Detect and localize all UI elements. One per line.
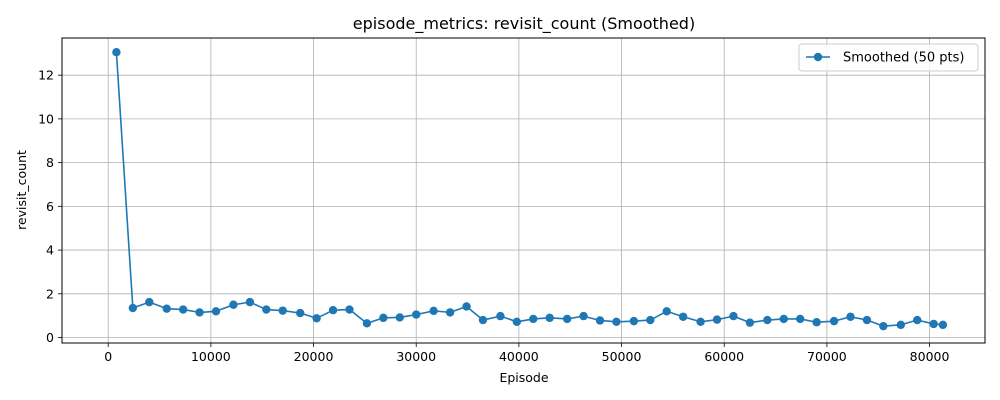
data-point	[779, 314, 788, 324]
data-point	[395, 313, 404, 322]
x-tick-label: 70000	[807, 349, 847, 364]
data-point	[545, 313, 554, 323]
series	[112, 48, 948, 331]
x-tick-label: 40000	[499, 349, 539, 364]
data-point	[412, 310, 421, 319]
data-point	[478, 315, 488, 325]
data-point	[846, 312, 855, 321]
data-point	[328, 306, 338, 315]
y-tick-label: 12	[38, 68, 54, 83]
x-tick-label: 80000	[910, 349, 950, 364]
data-point	[445, 308, 455, 317]
data-point	[512, 317, 522, 326]
legend-box	[798, 43, 979, 72]
data-point	[662, 307, 671, 316]
y-tick-label: 8	[46, 155, 54, 170]
data-point	[913, 315, 922, 325]
y-tick-label: 4	[46, 243, 54, 258]
data-point	[312, 314, 321, 323]
data-point	[879, 321, 888, 331]
data-point	[712, 315, 722, 324]
data-point	[812, 318, 821, 327]
legend-marker-swatch	[813, 52, 823, 62]
y-tick-label: 2	[46, 286, 54, 301]
data-point	[379, 313, 388, 323]
x-tick-label: 20000	[294, 349, 334, 364]
x-axis-label: Episode	[499, 370, 548, 385]
data-point	[145, 297, 154, 307]
data-point	[696, 317, 705, 326]
x-tick-label: 60000	[704, 349, 744, 364]
data-point	[595, 316, 605, 325]
legend: Smoothed (50 pts)	[798, 43, 979, 72]
axis-ticks: 0 10000 20000 30000 40000 50000 60000 70000 8000…	[38, 68, 949, 364]
data-point	[795, 314, 805, 324]
data-point	[345, 305, 354, 314]
data-point	[195, 308, 204, 317]
data-point	[462, 302, 471, 311]
grid	[62, 38, 985, 343]
legend-label: Smoothed (50 pts)	[843, 51, 964, 66]
data-point	[729, 311, 738, 321]
data-point	[245, 297, 255, 307]
data-point	[496, 311, 505, 321]
x-tick-label: 0	[104, 349, 112, 364]
data-point	[629, 316, 639, 326]
chart-title: episode_metrics: revisit_count (Smoothed…	[353, 14, 695, 34]
data-point	[938, 320, 948, 330]
data-point	[862, 315, 872, 325]
data-point	[562, 314, 572, 324]
data-point	[929, 319, 938, 329]
data-point	[678, 312, 688, 321]
x-tick-label: 30000	[396, 349, 436, 364]
data-point	[529, 314, 538, 324]
data-point	[112, 48, 121, 57]
data-point	[162, 304, 171, 313]
y-tick-label: 10	[38, 111, 54, 126]
data-point	[229, 300, 238, 309]
plot-frame	[61, 37, 986, 344]
data-point	[178, 305, 188, 314]
data-point	[829, 316, 839, 326]
data-point	[362, 319, 372, 328]
y-axis-label: revisit_count	[14, 150, 29, 230]
y-tick-label: 6	[46, 199, 54, 214]
y-tick-label: 0	[46, 330, 54, 345]
data-point	[128, 303, 138, 313]
data-point	[763, 315, 772, 325]
data-point	[579, 311, 588, 321]
x-tick-label: 10000	[191, 349, 231, 364]
data-point	[612, 317, 621, 326]
data-point	[211, 307, 221, 316]
data-point	[278, 306, 287, 315]
data-point	[429, 306, 438, 316]
data-point	[646, 315, 655, 325]
data-point	[896, 320, 906, 330]
x-tick-label: 50000	[602, 349, 642, 364]
data-point	[745, 318, 755, 327]
data-point	[295, 308, 305, 318]
data-point	[262, 305, 271, 314]
